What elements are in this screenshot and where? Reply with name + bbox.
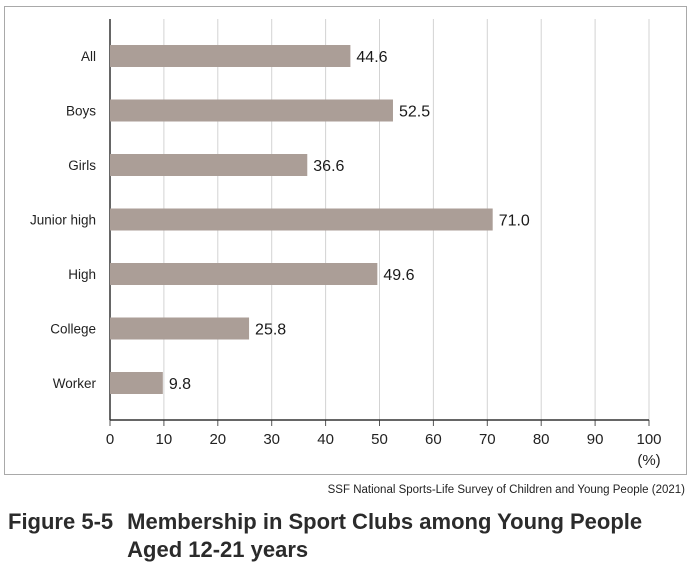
bar [110,317,250,340]
bar-chart: 0 10 20 30 40 50 60 70 80 90 100 (%) All 44.6 Boys 52.5… [30,19,662,469]
figure-number: Figure 5-5 [8,509,114,534]
category-label: High [68,267,96,282]
figure-caption: Figure 5-5 Membership in Sport Clubs amo… [8,508,690,564]
bar [110,45,351,67]
bar [110,208,493,231]
x-tick-label: 70 [479,431,496,448]
x-tick-label: 60 [425,431,442,448]
chart-frame: 0 10 20 30 40 50 60 70 80 90 100 (%) All 44.6 Boys 52.5… [4,6,687,475]
x-tick-label: 80 [533,431,550,448]
source-note: SSF National Sports-Life Survey of Child… [327,484,685,496]
x-tick-label: 10 [156,431,173,448]
x-tick-label: 20 [209,431,226,448]
value-label: 36.6 [313,158,344,175]
category-label: Boys [66,104,96,119]
figure-title: Membership in Sport Clubs among Young Pe… [127,509,643,562]
value-label: 25.8 [255,322,286,339]
category-label: Junior high [30,213,96,228]
bar [110,99,393,122]
value-label: 9.8 [169,376,191,393]
value-label: 52.5 [399,104,430,121]
category-label: Worker [53,376,97,391]
x-tick-label: 90 [587,431,604,448]
x-tick-label: 0 [106,431,114,448]
x-tick-label: 40 [317,431,334,448]
bar [110,154,308,176]
value-label: 44.6 [356,49,387,66]
value-label: 49.6 [383,267,414,284]
value-label: 71.0 [499,213,530,230]
bar [110,372,163,394]
category-label: Girls [68,158,96,173]
category-label: College [50,322,96,337]
bar [110,263,378,285]
x-tick-label: 30 [263,431,280,448]
category-label: All [81,49,96,64]
x-tick-label: 100 [636,431,661,448]
x-unit-label: (%) [637,452,660,469]
x-tick-label: 50 [371,431,388,448]
